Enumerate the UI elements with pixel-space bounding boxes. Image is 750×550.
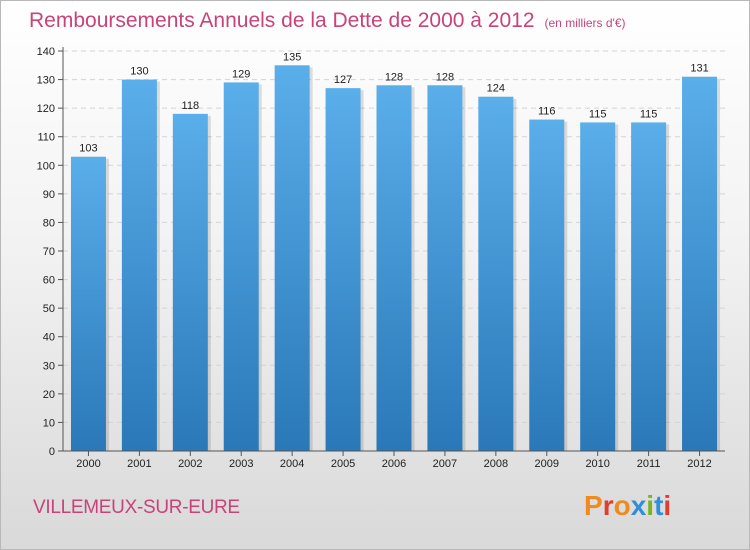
logo-letter: i (663, 490, 672, 521)
data-label: 129 (232, 68, 250, 80)
bar (325, 88, 361, 452)
bar (274, 65, 310, 452)
data-label: 131 (690, 63, 708, 75)
y-tick-label: 100 (37, 160, 55, 172)
x-tick-label: 2012 (687, 458, 711, 470)
bar (580, 122, 616, 451)
bar (172, 113, 208, 451)
y-tick-label: 20 (43, 389, 55, 401)
logo-letter: r (602, 490, 614, 521)
data-label: 135 (283, 51, 301, 63)
data-label: 116 (538, 106, 556, 118)
data-label: 115 (640, 108, 658, 120)
y-tick-label: 50 (43, 303, 55, 315)
axes: 0 10 20 30 40 50 60 70 80 90 100 110 120 130 140 2000 20… (37, 46, 725, 470)
data-label: 115 (589, 108, 607, 120)
data-label: 130 (130, 66, 148, 78)
bar (70, 156, 106, 451)
y-tick-label: 40 (43, 332, 55, 344)
x-tick-label: 2000 (76, 458, 100, 470)
x-tick-label: 2011 (637, 458, 661, 470)
x-tick-label: 2008 (484, 458, 508, 470)
y-tick-label: 0 (49, 446, 55, 458)
data-label: 128 (436, 71, 454, 83)
y-tick-label: 70 (43, 246, 55, 258)
data-label: 128 (385, 71, 403, 83)
logo-letter: o (613, 490, 631, 521)
bars (70, 65, 721, 452)
logo-letter: i (646, 490, 655, 521)
commune-name: VILLEMEUX-SUR-EURE (33, 497, 240, 518)
x-tick-label: 2007 (433, 458, 457, 470)
bar (631, 122, 667, 451)
x-tick-label: 2005 (331, 458, 355, 470)
bar (529, 119, 565, 452)
x-tick-label: 2004 (280, 458, 304, 470)
x-tick-label: 2010 (585, 458, 609, 470)
logo-letter: P (584, 490, 603, 521)
y-tick-label: 10 (43, 417, 55, 429)
bar (121, 79, 157, 452)
title-unit: (en milliers d'€) (544, 16, 626, 30)
x-tick-label: 2002 (178, 458, 202, 470)
logo-letter: x (630, 490, 647, 521)
data-label: 127 (334, 74, 352, 86)
data-label: 124 (487, 83, 505, 95)
chart-title: Remboursements Annuels de la Dette de 20… (29, 9, 626, 33)
logo-letter: t (654, 490, 664, 521)
data-label: 118 (182, 100, 200, 112)
bar (478, 96, 514, 451)
y-tick-label: 90 (43, 189, 55, 201)
bar (223, 82, 259, 451)
x-tick-label: 2006 (382, 458, 406, 470)
bar (427, 85, 463, 452)
y-tick-label: 110 (37, 132, 55, 144)
y-tick-label: 120 (37, 103, 55, 115)
x-tick-label: 2003 (229, 458, 253, 470)
x-tick-label: 2001 (127, 458, 151, 470)
data-label: 103 (79, 143, 97, 155)
x-tick-label: 2009 (535, 458, 559, 470)
bar (376, 85, 412, 452)
y-tick-label: 130 (37, 75, 55, 87)
y-tick-label: 80 (43, 217, 55, 229)
y-tick-label: 30 (43, 360, 55, 372)
y-tick-label: 60 (43, 275, 55, 287)
proxiti-logo: Proxiti (584, 490, 671, 522)
bar (682, 76, 718, 451)
data-labels: 103 130 118 129 135 127 128 128 124 116 115 115 131 (79, 51, 708, 154)
title-main: Remboursements Annuels de la Dette de 20… (29, 9, 535, 32)
y-tick-label: 140 (37, 46, 55, 58)
